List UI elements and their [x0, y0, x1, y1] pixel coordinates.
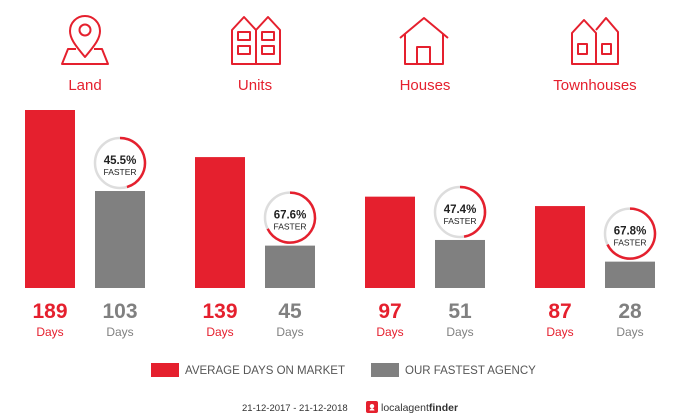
bar-fastest-land [95, 190, 145, 288]
unit-fastest-houses: Days [446, 325, 473, 339]
value-fastest-land: 103 [102, 300, 137, 323]
value-fastest-houses: 51 [448, 300, 472, 323]
faster-pct-label: 47.4% [444, 204, 477, 216]
bars [25, 110, 655, 288]
ring-progress [459, 185, 487, 238]
bar-average-land [25, 110, 75, 288]
bar-average-units [195, 157, 245, 288]
legend-swatch-average [151, 363, 179, 377]
footer: 21-12-2017 - 21-12-2018 localagentfinder [242, 401, 458, 414]
legend-swatch-fastest [371, 363, 399, 377]
faster-ring-houses: 47.4%FASTER [433, 185, 487, 239]
house-icon [399, 17, 449, 65]
faster-label: FASTER [273, 222, 306, 232]
townhouses-icon [571, 17, 619, 65]
bar-fastest-townhouses [605, 261, 655, 288]
ring-progress [119, 136, 147, 189]
category-label-land: Land [68, 77, 101, 94]
faster-label: FASTER [613, 238, 646, 248]
brand-name: localagentfinder [381, 402, 458, 414]
unit-fastest-townhouses: Days [616, 325, 643, 339]
faster-pct-label: 67.6% [274, 210, 307, 222]
value-average-houses: 97 [378, 300, 401, 323]
value-average-land: 189 [32, 300, 67, 323]
faster-ring-units: 67.6%FASTER [263, 191, 317, 244]
value-average-townhouses: 87 [548, 300, 571, 323]
map-pin-icon [61, 15, 109, 65]
value-fastest-townhouses: 28 [618, 300, 642, 323]
bar-fastest-houses [435, 239, 485, 288]
faster-label: FASTER [443, 216, 476, 226]
ring-progress [266, 191, 317, 244]
faster-ring-townhouses: 67.8%FASTER [603, 207, 657, 260]
unit-average-houses: Days [376, 325, 403, 339]
unit-average-units: Days [206, 325, 233, 339]
unit-fastest-units: Days [276, 325, 303, 339]
unit-average-land: Days [36, 325, 63, 339]
date-range: 21-12-2017 - 21-12-2018 [242, 403, 348, 414]
category-icons [61, 15, 619, 65]
value-average-units: 139 [202, 300, 237, 323]
legend-label-average: AVERAGE DAYS ON MARKET [185, 365, 345, 377]
ring-progress [606, 207, 657, 260]
bar-average-houses [365, 196, 415, 288]
value-fastest-units: 45 [278, 300, 302, 323]
apartment-building-icon [231, 16, 281, 65]
faster-rings: 45.5%FASTER67.6%FASTER47.4%FASTER67.8%FA… [93, 136, 657, 260]
faster-ring-land: 45.5%FASTER [93, 136, 147, 190]
unit-average-townhouses: Days [546, 325, 573, 339]
value-labels: 189 Days 103 Days 139 Days 45 Days 97 Days 51 Days 8… [32, 300, 643, 339]
category-label-units: Units [238, 77, 272, 94]
category-labels: Land Units Houses Townhouses [68, 77, 636, 94]
unit-fastest-land: Days [106, 325, 133, 339]
legend-label-fastest: OUR FASTEST AGENCY [405, 365, 536, 377]
faster-pct-label: 45.5% [104, 155, 137, 167]
bar-average-townhouses [535, 206, 585, 288]
bar-fastest-units [265, 245, 315, 288]
category-label-houses: Houses [400, 77, 451, 94]
faster-label: FASTER [103, 167, 136, 177]
legend: AVERAGE DAYS ON MARKET OUR FASTEST AGENC… [151, 363, 536, 377]
category-label-townhouses: Townhouses [553, 77, 636, 94]
faster-pct-label: 67.8% [614, 226, 647, 238]
